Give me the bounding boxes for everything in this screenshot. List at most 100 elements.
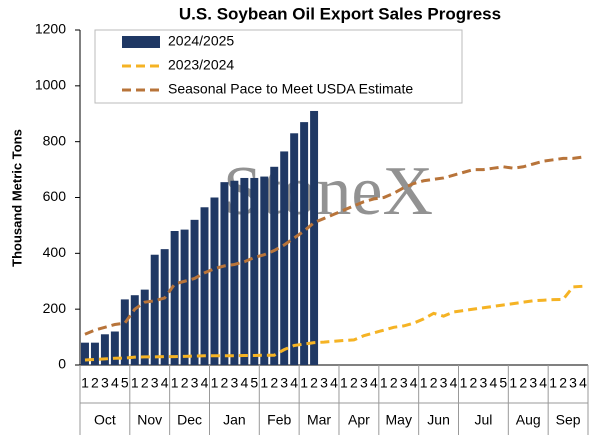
y-tick-label: 1000 <box>35 77 66 93</box>
x-tick-label: 4 <box>161 375 169 391</box>
x-tick-label: 4 <box>579 375 587 391</box>
x-tick-label: 1 <box>460 375 468 391</box>
x-tick-label: 2 <box>559 375 567 391</box>
line <box>84 284 584 362</box>
x-tick-label: 2 <box>270 375 278 391</box>
month-label: Feb <box>267 412 291 428</box>
month-label: Nov <box>137 412 162 428</box>
x-tick-label: 4 <box>450 375 458 391</box>
x-tick-label: 1 <box>380 375 388 391</box>
line <box>84 155 584 336</box>
x-tick-label: 1 <box>420 375 428 391</box>
x-tick-label: 2 <box>470 375 478 391</box>
bar <box>190 219 199 365</box>
bar <box>80 342 89 365</box>
x-tick-label: 3 <box>360 375 368 391</box>
y-tick-label: 200 <box>43 300 67 316</box>
x-tick-label: 4 <box>330 375 338 391</box>
x-tick-label: 2 <box>141 375 149 391</box>
x-tick-label: 4 <box>111 375 119 391</box>
x-tick-label: 3 <box>280 375 288 391</box>
bar <box>120 299 129 365</box>
x-tick-label: 1 <box>131 375 139 391</box>
bar <box>100 334 109 365</box>
x-tick-label: 3 <box>400 375 408 391</box>
bar <box>280 151 289 365</box>
bar <box>160 249 169 365</box>
legend-label: 2024/2025 <box>168 33 234 49</box>
x-tick-label: 2 <box>430 375 438 391</box>
x-tick-label: 3 <box>101 375 109 391</box>
y-tick-label: 1200 <box>35 21 66 37</box>
bar <box>290 133 299 365</box>
y-axis-label: Thousand Metric Tons <box>9 129 24 267</box>
x-tick-label: 3 <box>480 375 488 391</box>
y-tick-label: 600 <box>43 188 67 204</box>
bar <box>140 289 149 365</box>
bar <box>130 295 139 365</box>
x-tick-label: 1 <box>340 375 348 391</box>
x-tick-label: 1 <box>211 375 219 391</box>
month-label: Oct <box>94 412 116 428</box>
bar <box>210 197 219 365</box>
x-tick-label: 1 <box>509 375 517 391</box>
x-tick-label: 3 <box>440 375 448 391</box>
month-label: May <box>386 412 412 428</box>
x-tick-label: 1 <box>549 375 557 391</box>
month-label: Sep <box>556 412 581 428</box>
x-tick-label: 4 <box>410 375 418 391</box>
x-tick-label: 3 <box>529 375 537 391</box>
x-tick-label: 4 <box>370 375 378 391</box>
bar <box>220 182 229 365</box>
x-tick-label: 1 <box>300 375 308 391</box>
x-tick-label: 5 <box>121 375 129 391</box>
bar <box>180 229 189 365</box>
x-tick-label: 2 <box>519 375 527 391</box>
x-tick-label: 3 <box>151 375 159 391</box>
x-tick-label: 3 <box>320 375 328 391</box>
chart-title: U.S. Soybean Oil Export Sales Progress <box>179 4 501 23</box>
x-tick-label: 3 <box>230 375 238 391</box>
bar <box>270 166 279 365</box>
bar <box>240 177 249 365</box>
legend-label: 2023/2024 <box>168 57 234 73</box>
month-label: Jul <box>474 412 492 428</box>
legend-label: Seasonal Pace to Meet USDA Estimate <box>168 81 413 97</box>
month-label: Jun <box>427 412 450 428</box>
x-tick-label: 4 <box>201 375 209 391</box>
x-tick-label: 1 <box>171 375 179 391</box>
x-tick-label: 1 <box>81 375 89 391</box>
bar <box>250 177 259 365</box>
bar <box>170 231 179 365</box>
x-tick-label: 2 <box>310 375 318 391</box>
bar <box>300 122 309 365</box>
month-label: Mar <box>307 412 331 428</box>
x-tick-label: 4 <box>290 375 298 391</box>
month-label: Apr <box>348 412 370 428</box>
x-tick-label: 2 <box>350 375 358 391</box>
x-tick-label: 4 <box>539 375 547 391</box>
bar <box>200 207 209 365</box>
y-tick-label: 0 <box>58 356 66 372</box>
x-tick-label: 2 <box>181 375 189 391</box>
bar <box>90 342 99 365</box>
month-label: Jan <box>223 412 246 428</box>
bar <box>230 180 239 365</box>
bar <box>260 176 269 365</box>
y-tick-label: 400 <box>43 244 67 260</box>
x-tick-label: 3 <box>191 375 199 391</box>
x-tick-label: 5 <box>250 375 258 391</box>
bar <box>150 254 159 365</box>
y-tick-label: 800 <box>43 132 67 148</box>
x-tick-label: 4 <box>489 375 497 391</box>
bar <box>110 331 119 365</box>
month-label: Aug <box>516 412 541 428</box>
x-tick-label: 1 <box>260 375 268 391</box>
month-label: Dec <box>177 412 202 428</box>
x-tick-label: 2 <box>91 375 99 391</box>
x-tick-label: 3 <box>569 375 577 391</box>
x-tick-label: 2 <box>221 375 229 391</box>
x-tick-label: 5 <box>499 375 507 391</box>
x-tick-label: 4 <box>240 375 248 391</box>
